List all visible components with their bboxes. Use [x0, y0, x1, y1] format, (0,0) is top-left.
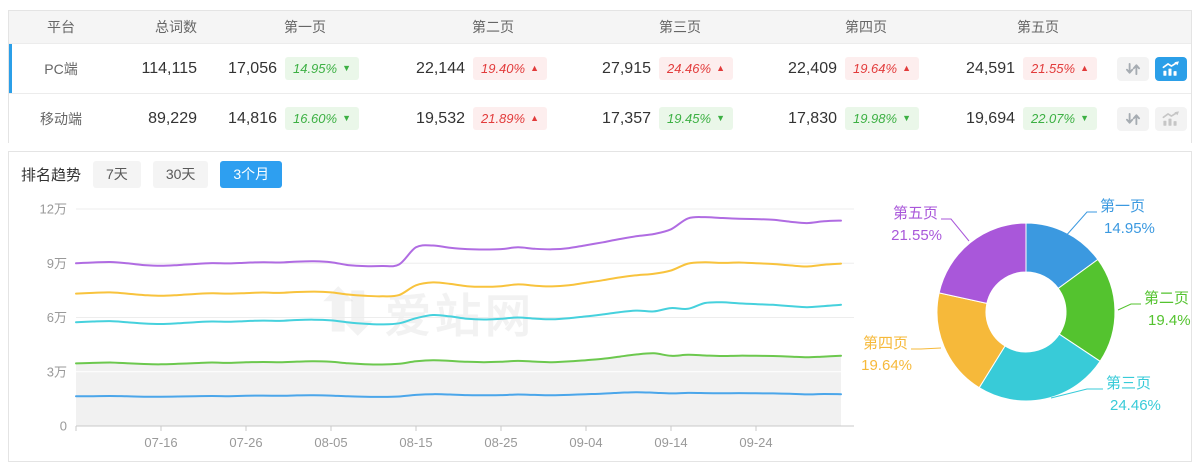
page3-count: 17,357	[602, 109, 651, 127]
svg-text:07-16: 07-16	[144, 435, 177, 450]
svg-text:08-05: 08-05	[314, 435, 347, 450]
page5-trend-badge: 21.55%	[1022, 57, 1097, 80]
header-page-2: 第二页	[472, 19, 514, 35]
header-platform: 平台	[47, 19, 75, 35]
svg-text:6万: 6万	[47, 310, 67, 325]
page3-cell: 17,357 19.45%	[587, 107, 773, 130]
trend-arrow-icon	[902, 114, 911, 123]
watermark-text: 爱站网	[385, 290, 535, 342]
tab-30-days[interactable]: 30天	[152, 161, 209, 188]
header-page-4: 第四页	[845, 19, 887, 35]
page1-count: 14,816	[228, 109, 277, 127]
trend-arrow-icon	[530, 114, 539, 123]
compare-sort-icon[interactable]	[1117, 106, 1149, 131]
header-page-3: 第三页	[659, 19, 701, 35]
trend-arrow-icon	[902, 64, 911, 73]
svg-text:19.64%: 19.64%	[861, 357, 912, 374]
page4-count: 17,830	[788, 109, 837, 127]
header-total-words: 总词数	[155, 19, 197, 35]
page5-trend-badge: 22.07%	[1022, 107, 1097, 130]
page4-count: 22,409	[788, 59, 837, 77]
trend-line-chart[interactable]: 0 3万 6万 9万 12万 07-16 07-26 08-05 08-15 08-25 09-04…	[9, 152, 861, 463]
page5-cell: 19,694 22.07%	[959, 107, 1117, 130]
rank-summary-table: 平台 总词数 第一页 第二页 第三页 第四页 第五页 PC端 114,115 1…	[8, 10, 1192, 143]
trend-arrow-icon	[1080, 64, 1089, 73]
show-trend-chart-icon[interactable]	[1155, 106, 1187, 131]
page3-cell: 27,915 24.46%	[587, 57, 773, 80]
page1-trend-badge: 16.60%	[284, 107, 359, 130]
show-trend-chart-icon[interactable]	[1155, 56, 1187, 81]
svg-text:3万: 3万	[47, 364, 67, 379]
watermark: 爱站网	[321, 280, 535, 346]
platform-label: 移动端	[40, 110, 82, 127]
page5-count: 19,694	[966, 109, 1015, 127]
trend-arrow-icon	[716, 64, 725, 73]
svg-text:09-04: 09-04	[569, 435, 602, 450]
page4-trend-badge: 19.98%	[844, 107, 919, 130]
page2-trend-badge: 21.89%	[472, 107, 547, 130]
total-words-value: 89,229	[148, 109, 197, 127]
page1-count: 17,056	[228, 59, 277, 77]
platform-label: PC端	[44, 60, 78, 77]
page1-cell: 14,816 16.60%	[211, 107, 399, 130]
svg-text:第三页: 第三页	[1106, 374, 1151, 392]
trend-section-title: 排名趋势	[21, 166, 82, 184]
page1-trend-badge: 14.95%	[284, 57, 359, 80]
header-page-5: 第五页	[1017, 19, 1059, 35]
svg-text:0: 0	[60, 419, 67, 434]
compare-sort-icon[interactable]	[1117, 56, 1149, 81]
trend-arrow-icon	[716, 114, 725, 123]
page2-trend-badge: 19.40%	[472, 57, 547, 80]
table-row-mobile[interactable]: 移动端 89,229 14,816 16.60% 19,532 21.89% 1…	[9, 93, 1191, 143]
svg-text:第四页: 第四页	[863, 334, 908, 352]
table-row-pc[interactable]: PC端 114,115 17,056 14.95% 22,144 19.40% …	[9, 43, 1191, 93]
svg-text:12万: 12万	[40, 202, 67, 217]
svg-text:08-15: 08-15	[399, 435, 432, 450]
svg-text:07-26: 07-26	[229, 435, 262, 450]
page5-count: 24,591	[966, 59, 1015, 77]
svg-text:14.95%: 14.95%	[1104, 220, 1155, 237]
page3-count: 27,915	[602, 59, 651, 77]
svg-text:21.55%: 21.55%	[891, 227, 942, 244]
page1-cell: 17,056 14.95%	[211, 57, 399, 80]
page3-trend-badge: 24.46%	[658, 57, 733, 80]
svg-text:09-14: 09-14	[654, 435, 687, 450]
page-distribution-donut-chart[interactable]: 第一页 14.95% 第二页 19.4% 第三页 24.46% 第四页 19.64% 第五页 21…	[859, 152, 1191, 463]
total-words-value: 114,115	[141, 59, 197, 77]
page4-trend-badge: 19.64%	[844, 57, 919, 80]
table-header-row: 平台 总词数 第一页 第二页 第三页 第四页 第五页	[9, 11, 1191, 43]
page5-cell: 24,591 21.55%	[959, 57, 1117, 80]
tab-3-months[interactable]: 3个月	[220, 161, 283, 188]
page2-count: 19,532	[416, 109, 465, 127]
tab-7-days[interactable]: 7天	[93, 161, 141, 188]
svg-text:09-24: 09-24	[739, 435, 772, 450]
svg-text:9万: 9万	[47, 256, 67, 271]
page2-count: 22,144	[416, 59, 465, 77]
header-page-1: 第一页	[284, 19, 326, 35]
svg-text:第二页: 第二页	[1144, 289, 1189, 307]
svg-text:19.4%: 19.4%	[1148, 312, 1191, 329]
svg-text:第一页: 第一页	[1100, 197, 1145, 215]
trend-arrow-icon	[1080, 114, 1089, 123]
svg-text:24.46%: 24.46%	[1110, 397, 1161, 414]
page2-cell: 19,532 21.89%	[399, 107, 587, 130]
trend-arrow-icon	[342, 114, 351, 123]
page2-cell: 22,144 19.40%	[399, 57, 587, 80]
page3-trend-badge: 19.45%	[658, 107, 733, 130]
rank-trend-panel: 排名趋势 7天 30天 3个月 爱站网 0 3万 6万 9万 12万 07-16 07-26…	[8, 151, 1192, 462]
trend-arrow-icon	[530, 64, 539, 73]
page4-cell: 22,409 19.64%	[773, 57, 959, 80]
svg-text:08-25: 08-25	[484, 435, 517, 450]
svg-text:第五页: 第五页	[893, 204, 938, 222]
trend-arrow-icon	[342, 64, 351, 73]
page4-cell: 17,830 19.98%	[773, 107, 959, 130]
